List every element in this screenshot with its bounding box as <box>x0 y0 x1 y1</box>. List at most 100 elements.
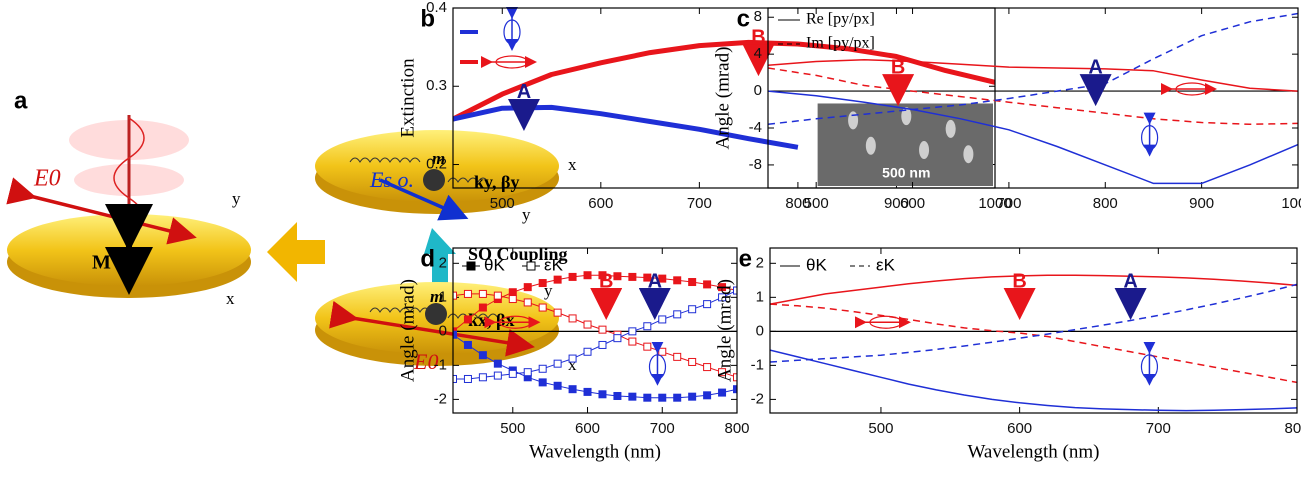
label: M <box>92 252 111 274</box>
disk <box>315 130 559 202</box>
marker <box>583 320 592 329</box>
marker <box>628 272 637 281</box>
marker <box>523 283 532 292</box>
marker <box>718 368 727 377</box>
label: E0 <box>33 166 61 192</box>
panel-label: c <box>737 5 750 32</box>
label: x <box>568 155 577 174</box>
y-axis-label: Angle (mrad) <box>714 279 735 382</box>
series-line <box>768 12 1298 126</box>
marker <box>688 357 697 366</box>
marker <box>598 340 607 349</box>
annotation: A <box>648 270 662 292</box>
marker <box>508 288 517 297</box>
marker <box>478 303 487 312</box>
marker <box>703 280 712 289</box>
marker <box>568 272 577 281</box>
marker <box>628 327 637 336</box>
panel-label: e <box>739 245 752 272</box>
spring <box>349 157 489 183</box>
label: m <box>432 149 445 168</box>
y-tick-label: -4 <box>749 119 762 136</box>
field-arrow <box>379 178 469 221</box>
marker <box>538 364 547 373</box>
x-tick-label: 800 <box>785 195 810 212</box>
y-axis-label: Angle (mrad) <box>712 47 733 150</box>
series-line <box>768 90 1298 185</box>
y-axis-label: Extinction <box>397 58 418 138</box>
x-tick-label: 1000 <box>978 195 1011 212</box>
chart: c -8 -4 0 4 8 500 600 700 800 900 1000 Angle (mrad) B… <box>712 5 1301 212</box>
field-arrow <box>329 300 535 357</box>
x-tick-label: 500 <box>804 195 829 212</box>
marker <box>478 289 487 298</box>
series-line <box>770 274 1297 305</box>
series-group <box>770 274 1297 412</box>
annotation: B <box>599 270 613 292</box>
x-tick-label: 600 <box>588 195 613 212</box>
marker <box>453 291 457 300</box>
label: ky, βy <box>474 172 520 192</box>
marker <box>538 279 547 288</box>
marker <box>733 373 737 382</box>
annotation: A <box>1088 56 1102 78</box>
diagram: a E0 M y x Es.o. m ky, βy x y SO Couplin… <box>6 87 577 374</box>
series-line <box>768 67 1298 126</box>
plot-frame <box>452 7 996 189</box>
marker <box>643 273 652 282</box>
label: SO Coupling <box>468 244 568 264</box>
x-tick-label: 700 <box>996 195 1021 212</box>
x-tick-label: 700 <box>1146 420 1171 437</box>
x-tick-label: 900 <box>1189 195 1214 212</box>
legend-marker <box>466 261 476 271</box>
marker <box>673 393 682 402</box>
label: y <box>544 281 553 300</box>
marker <box>463 289 472 298</box>
chart: e -2 -1 0 1 2 500 600 700 800 Angle (mrad) Waveleng… <box>714 245 1301 462</box>
series-line <box>768 58 1298 92</box>
marker <box>508 369 517 378</box>
x-tick-label: 700 <box>687 195 712 212</box>
series-group <box>453 271 737 402</box>
marker <box>718 283 727 292</box>
mass <box>423 169 445 191</box>
y-tick-label: 0 <box>754 82 762 99</box>
y-tick-label: -8 <box>749 156 762 173</box>
label: x <box>568 355 577 374</box>
x-tick-label: 500 <box>490 195 515 212</box>
x-tick-label: 500 <box>500 420 525 437</box>
y-tick-label: 8 <box>754 8 762 25</box>
marker <box>553 359 562 368</box>
x-tick-label: 800 <box>1284 420 1301 437</box>
marker <box>658 347 667 356</box>
label: E0 <box>413 349 438 374</box>
marker <box>703 300 712 309</box>
legend-label: θK <box>806 255 827 274</box>
particle <box>848 111 859 130</box>
marker <box>658 393 667 402</box>
series-line <box>453 39 995 122</box>
marker <box>613 272 622 281</box>
y-tick-label: 0 <box>756 322 764 339</box>
y-tick-label: 1 <box>439 288 447 305</box>
marker <box>733 286 737 295</box>
label: y <box>522 205 531 224</box>
plot-frame <box>452 247 738 414</box>
label: Es.o. <box>369 167 414 192</box>
marker <box>453 374 457 383</box>
marker <box>568 385 577 394</box>
marker <box>613 391 622 400</box>
annotation: B <box>891 56 905 78</box>
panel-label: d <box>420 245 435 272</box>
legend-label: εK <box>544 255 564 274</box>
marker <box>613 334 622 343</box>
marker <box>538 378 547 387</box>
series-line <box>770 303 1297 384</box>
marker <box>538 303 547 312</box>
marker <box>453 330 457 339</box>
y-tick-label: 2 <box>756 254 764 271</box>
panel-label: a <box>14 87 28 114</box>
y-tick-label: 0 <box>439 322 447 339</box>
particle <box>963 145 974 164</box>
